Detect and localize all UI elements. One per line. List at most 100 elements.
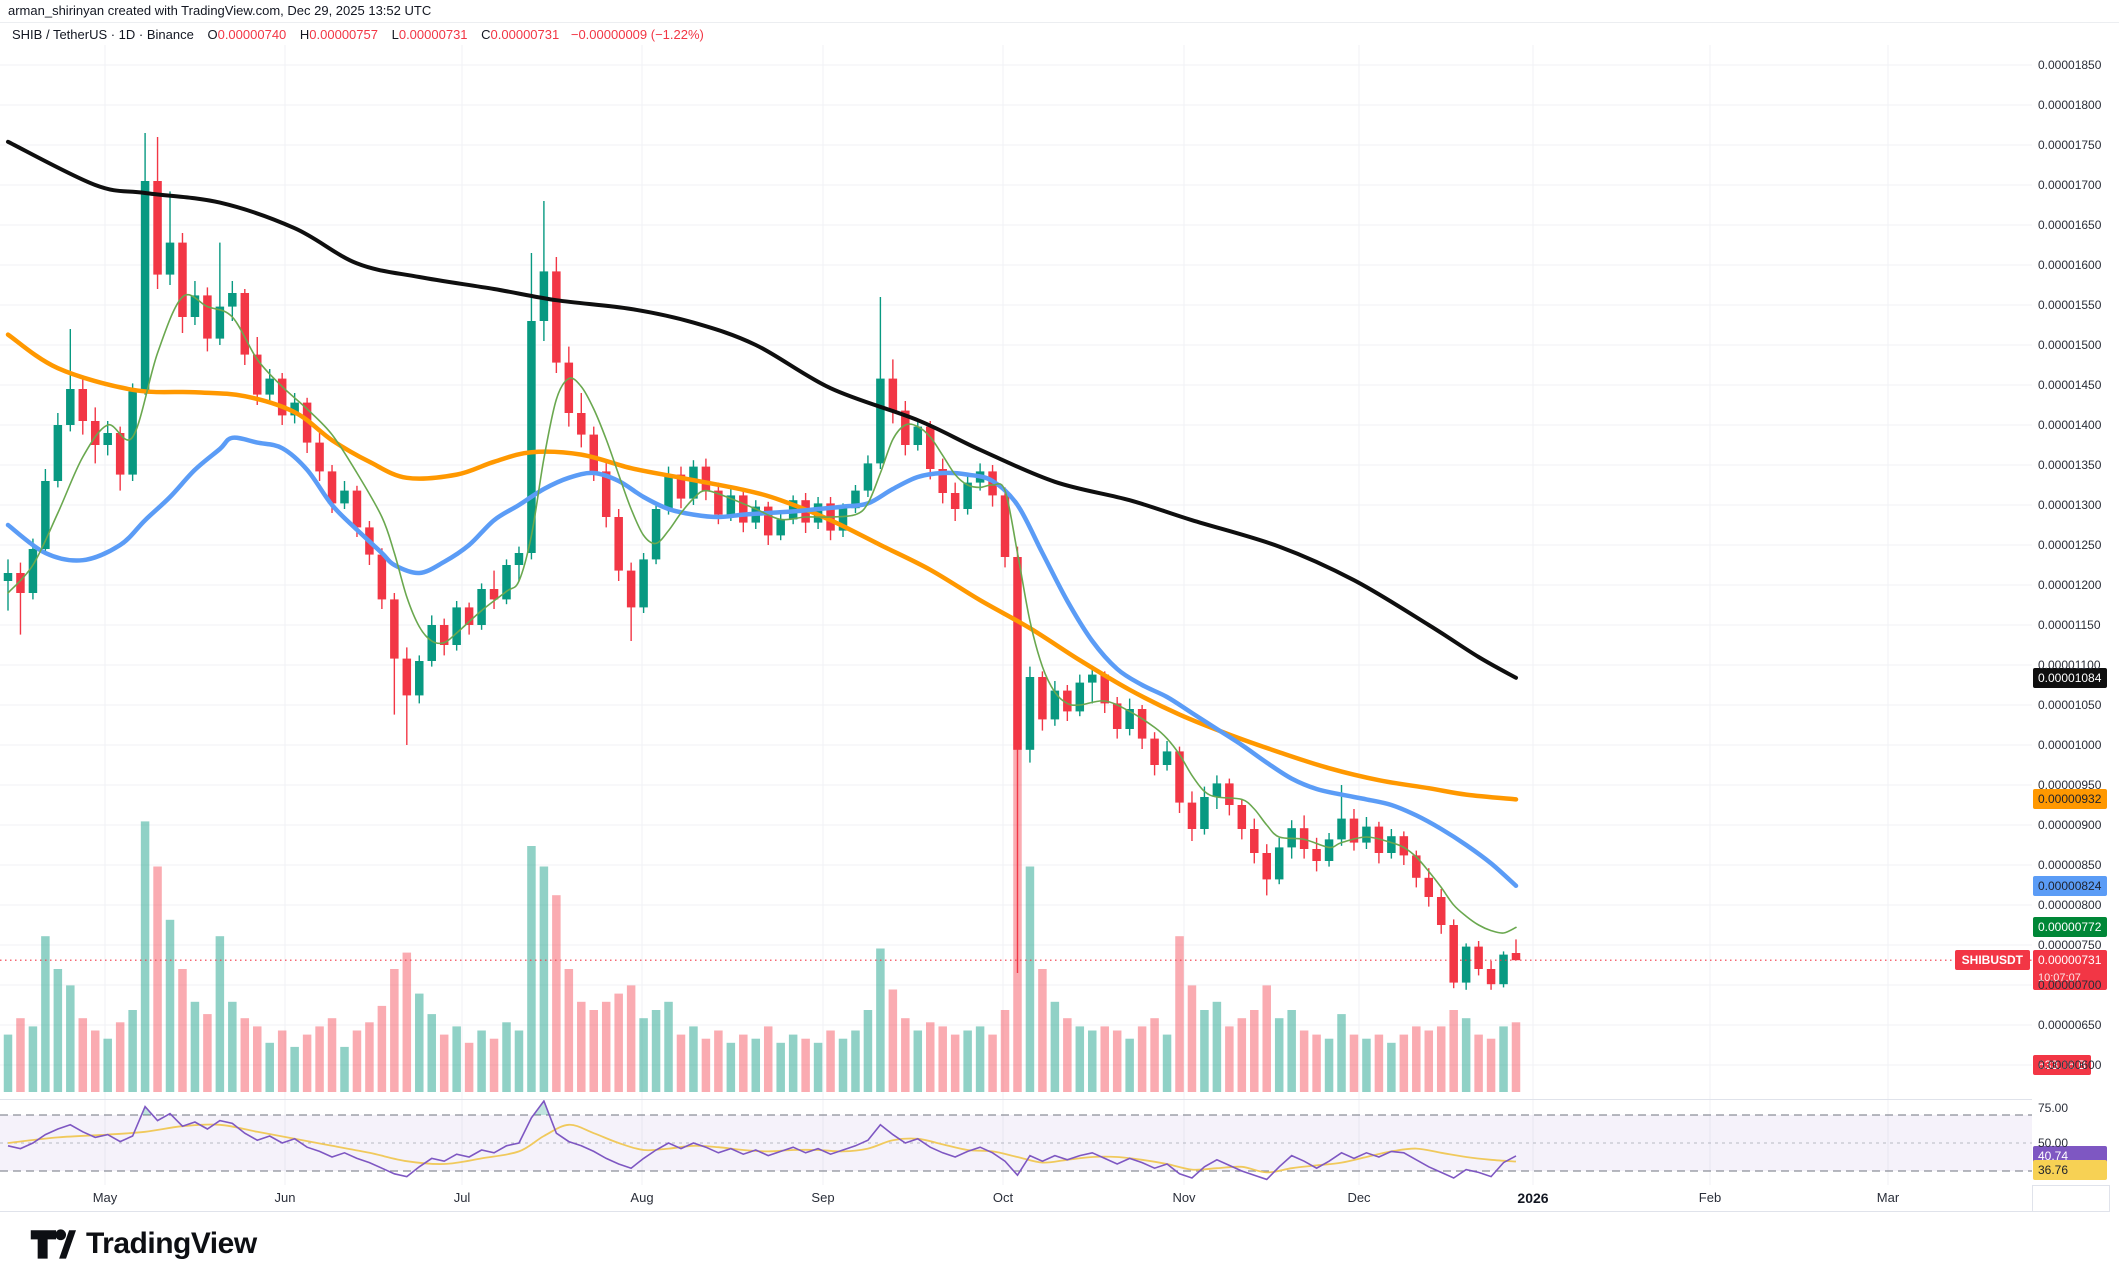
candle-body bbox=[1499, 954, 1508, 985]
volume-bar bbox=[888, 989, 898, 1092]
volume-bar bbox=[1000, 1010, 1010, 1092]
volume-bar bbox=[340, 1046, 349, 1092]
volume-bar bbox=[140, 821, 150, 1092]
volume-bar bbox=[1112, 1030, 1122, 1092]
price-tick: 0.00001000 bbox=[2038, 738, 2102, 752]
candle-body bbox=[888, 378, 898, 411]
candle-body bbox=[1112, 703, 1122, 729]
ma-long-black-line bbox=[6, 139, 1518, 680]
volume-bar bbox=[1063, 1018, 1072, 1092]
price-tick: 0.00001550 bbox=[2038, 298, 2102, 312]
volume-bar bbox=[1374, 1034, 1384, 1092]
volume-bar bbox=[913, 1030, 923, 1092]
volume-bar bbox=[801, 1038, 810, 1092]
ohlc-low-label: L bbox=[391, 27, 399, 42]
volume-bar bbox=[277, 1030, 287, 1092]
volume-bar bbox=[776, 1042, 785, 1092]
price-tick: 0.00000700 bbox=[2038, 978, 2102, 992]
volume-bar bbox=[253, 1026, 262, 1092]
volume-bar bbox=[41, 936, 50, 1092]
volume-bar bbox=[240, 1018, 250, 1092]
volume-bar bbox=[290, 1046, 299, 1092]
candle-body bbox=[1461, 946, 1471, 983]
volume-bar bbox=[90, 1030, 100, 1092]
volume-bar bbox=[3, 1034, 13, 1092]
ohlc-close-label: C bbox=[481, 27, 491, 42]
volume-bar bbox=[1449, 1010, 1458, 1092]
volume-bar bbox=[763, 1026, 773, 1092]
volume-bar bbox=[527, 846, 536, 1092]
volume-bar bbox=[901, 1018, 910, 1092]
candle-body bbox=[1324, 839, 1334, 861]
volume-bar bbox=[1387, 1042, 1396, 1092]
price-tick: 0.00001600 bbox=[2038, 258, 2102, 272]
candle-body bbox=[1150, 738, 1159, 765]
candle-body bbox=[851, 490, 860, 509]
candle-body bbox=[439, 625, 449, 645]
ma-black-price-label: 0.00001084 bbox=[2033, 667, 2107, 688]
volume-value-label: 633.06 B bbox=[2033, 1055, 2091, 1075]
candle-body bbox=[1212, 783, 1222, 797]
volume-bar bbox=[1436, 1026, 1446, 1092]
symbol-title: SHIB / TetherUS · 1D · Binance bbox=[12, 27, 194, 42]
ma-blue-price-label: 0.00000824 bbox=[2033, 875, 2107, 896]
candle-body bbox=[1075, 682, 1085, 712]
ma-short-blue-line bbox=[5, 435, 1519, 889]
candle-body bbox=[90, 421, 100, 445]
candle-body bbox=[1063, 690, 1072, 712]
candle-body bbox=[290, 402, 299, 416]
volume-bar bbox=[676, 1034, 686, 1092]
volume-bar bbox=[1324, 1038, 1334, 1092]
time-axis[interactable]: May Jun Jul Aug Sep Oct Nov Dec 2026 Feb Mar bbox=[0, 1185, 2032, 1211]
time-axis-label-dec: Dec bbox=[1347, 1190, 1371, 1205]
candle-body bbox=[315, 442, 324, 472]
volume-bar bbox=[1262, 985, 1271, 1092]
volume-bar bbox=[1424, 1030, 1434, 1092]
volume-bar bbox=[564, 969, 574, 1092]
price-tick: 0.00001100 bbox=[2038, 658, 2101, 672]
volume-bar bbox=[876, 948, 885, 1092]
rsi-line bbox=[7, 1100, 1517, 1181]
candle-body bbox=[452, 607, 461, 645]
volume-bar bbox=[851, 1030, 860, 1092]
candle-body bbox=[925, 426, 935, 469]
attribution-bar: arman_shirinyan created with TradingView… bbox=[0, 0, 2119, 23]
volume-bar bbox=[726, 1042, 736, 1092]
tradingview-logo[interactable]: TradingView bbox=[30, 1224, 257, 1264]
volume-bar bbox=[589, 1010, 599, 1092]
price-tick: 0.00001700 bbox=[2038, 178, 2102, 192]
candle-body bbox=[128, 391, 137, 475]
chart-bottom-border bbox=[0, 1211, 2110, 1212]
time-axis-label-mar: Mar bbox=[1876, 1190, 1900, 1205]
candle-body bbox=[1337, 818, 1346, 840]
volume-bar bbox=[1137, 1026, 1147, 1092]
price-tick: 0.00001800 bbox=[2038, 98, 2102, 112]
price-pane[interactable] bbox=[0, 45, 2032, 1100]
volume-bar bbox=[614, 993, 623, 1092]
candle-body bbox=[41, 481, 50, 549]
candle-body bbox=[377, 554, 387, 600]
volume-bar bbox=[751, 1038, 761, 1092]
candle-body bbox=[78, 389, 88, 421]
candle-body bbox=[963, 482, 972, 509]
price-axis[interactable]: 0.00001084 0.00000932 0.00000824 0.00000… bbox=[2032, 45, 2110, 1185]
candle-body bbox=[601, 471, 611, 517]
volume-bar bbox=[1225, 1026, 1234, 1092]
volume-bar bbox=[1511, 1022, 1521, 1092]
rsi-tick: 75.00 bbox=[2038, 1101, 2069, 1115]
candle-body bbox=[165, 242, 175, 275]
candle-body bbox=[3, 573, 13, 581]
rsi-pane[interactable] bbox=[0, 1100, 2032, 1185]
candle-body bbox=[701, 466, 711, 491]
candle-body bbox=[1137, 709, 1147, 739]
candle-body bbox=[190, 295, 200, 317]
candle-body bbox=[913, 426, 923, 445]
candle-body bbox=[53, 425, 63, 481]
candle-body bbox=[1262, 853, 1271, 880]
last-price-label: 0.00000731 10:07:07 bbox=[2033, 950, 2107, 991]
candle-body bbox=[527, 321, 536, 553]
volume-bar bbox=[365, 1022, 374, 1092]
attribution-text: arman_shirinyan created with TradingView… bbox=[8, 3, 432, 18]
volume-bar bbox=[514, 1030, 524, 1092]
ohlc-close-value: 0.00000731 bbox=[490, 27, 560, 42]
